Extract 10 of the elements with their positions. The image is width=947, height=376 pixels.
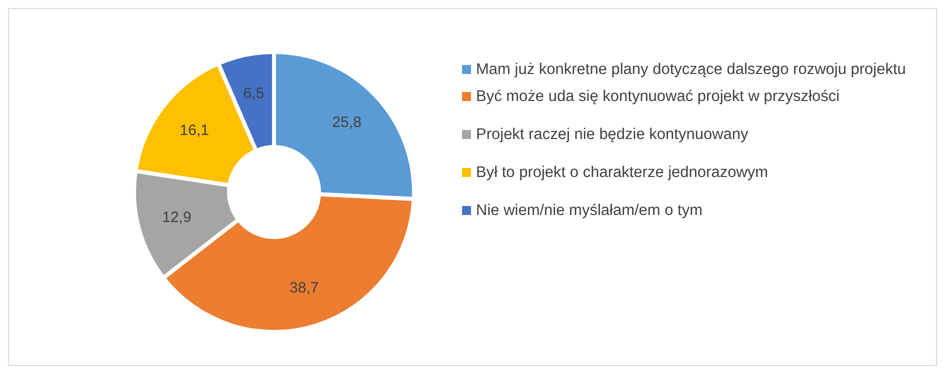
legend-label: Był to projekt o charakterze jednorazowym — [476, 163, 768, 183]
legend-label: Nie wiem/nie myślałam/em o tym — [476, 201, 703, 221]
data-label: 38,7 — [290, 279, 319, 296]
legend-label: Być może uda się kontynuować projekt w przyszłości — [476, 87, 840, 107]
data-label: 6,5 — [243, 85, 264, 102]
legend-label: Projekt raczej nie będzie kontynuowany — [476, 125, 748, 145]
data-label: 12,9 — [162, 208, 192, 226]
legend-label: Mam już konkretne plany dotyczące dalszego rozwoju projektu — [476, 60, 906, 80]
data-label: 16,1 — [180, 122, 209, 140]
data-label: 25,8 — [332, 114, 362, 132]
